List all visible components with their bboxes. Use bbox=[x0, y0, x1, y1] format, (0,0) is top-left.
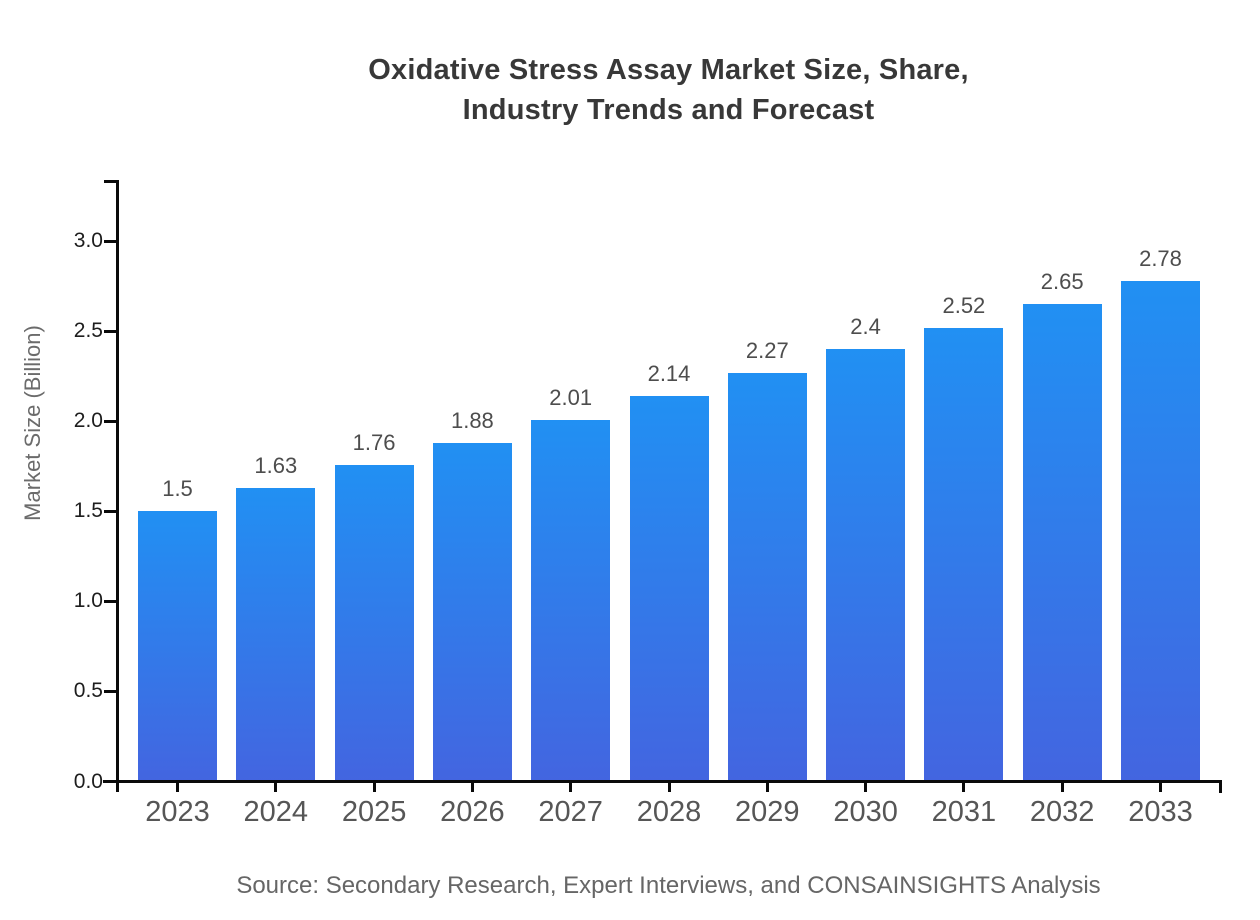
y-axis-tick bbox=[104, 329, 117, 333]
y-tick-label: 0.0 bbox=[73, 769, 103, 793]
y-axis-tick bbox=[104, 509, 117, 513]
x-tick-label: 2030 bbox=[833, 796, 898, 828]
bar-value-label: 2.14 bbox=[647, 361, 691, 387]
bar-2027 bbox=[531, 419, 611, 782]
bar-2031 bbox=[924, 327, 1004, 782]
bar-2028 bbox=[629, 396, 709, 782]
x-tick-label: 2032 bbox=[1029, 796, 1095, 828]
y-tick-label: 1.0 bbox=[73, 589, 103, 613]
bar-2029 bbox=[727, 372, 807, 782]
bar-value-label: 2.52 bbox=[942, 292, 986, 318]
x-tick-label: 2025 bbox=[341, 796, 407, 828]
bar-2033 bbox=[1121, 280, 1200, 782]
bar-value-label: 1.88 bbox=[450, 407, 494, 433]
x-tick-label: 2028 bbox=[636, 796, 702, 828]
x-axis-tick bbox=[569, 783, 573, 792]
y-axis-tick bbox=[104, 239, 117, 243]
y-tick-label: 1.5 bbox=[73, 499, 103, 523]
bar-value-label: 2.78 bbox=[1139, 245, 1182, 271]
bar-value-label: 2.65 bbox=[1040, 269, 1084, 295]
x-axis-tick bbox=[176, 783, 179, 792]
x-axis-tick bbox=[1159, 783, 1162, 792]
x-tick-label: 2023 bbox=[145, 796, 210, 828]
x-axis-tick bbox=[372, 783, 376, 792]
bar-value-label: 2.01 bbox=[549, 384, 593, 410]
chart-title-line-2: Industry Trends and Forecast bbox=[462, 94, 875, 126]
y-axis-tick bbox=[104, 599, 117, 603]
y-tick-label: 0.5 bbox=[73, 679, 103, 703]
bar-value-label: 2.27 bbox=[745, 337, 789, 363]
y-tick-label: 3.0 bbox=[73, 229, 103, 253]
chart-title: Oxidative Stress Assay Market Size, Shar… bbox=[117, 50, 1220, 130]
x-axis-tick bbox=[1060, 783, 1064, 792]
y-axis-tick bbox=[104, 689, 117, 693]
bar-2026 bbox=[432, 442, 512, 782]
x-axis-tick bbox=[470, 783, 474, 792]
x-tick-label: 2026 bbox=[440, 796, 505, 828]
bar-2030 bbox=[826, 349, 906, 782]
x-axis-tick bbox=[765, 783, 769, 792]
x-axis-tick bbox=[864, 783, 868, 792]
y-tick-label: 2.5 bbox=[73, 319, 103, 343]
bar-2032 bbox=[1022, 304, 1102, 782]
bar-value-label: 1.76 bbox=[352, 429, 396, 455]
x-tick-label: 2031 bbox=[931, 796, 997, 828]
x-tick-label: 2029 bbox=[735, 796, 800, 828]
bar-value-label: 1.63 bbox=[254, 452, 298, 478]
x-axis-tick bbox=[962, 783, 966, 792]
bar-2025 bbox=[334, 464, 414, 782]
plot-area: 0.0 0.5 1.0 1.5 2.0 2.5 3.0 1.5 2023 1.63 2024 1.76… bbox=[74, 180, 1222, 828]
bar-value-label: 1.5 bbox=[162, 476, 193, 502]
x-axis-line bbox=[103, 780, 1221, 783]
x-tick-label: 2027 bbox=[538, 796, 603, 828]
y-axis-tick bbox=[104, 419, 117, 423]
y-tick-label: 2.0 bbox=[73, 409, 103, 433]
bar-value-label: 2.4 bbox=[850, 314, 881, 340]
chart-title-line-1: Oxidative Stress Assay Market Size, Shar… bbox=[368, 54, 969, 86]
x-tick-label: 2024 bbox=[243, 796, 309, 828]
x-axis-origin-tick bbox=[115, 783, 119, 792]
x-tick-label: 2033 bbox=[1128, 796, 1193, 828]
y-axis-top-cap bbox=[104, 180, 117, 183]
y-axis-line bbox=[115, 180, 119, 783]
bar-2024 bbox=[236, 487, 316, 782]
x-axis-tick bbox=[667, 783, 671, 792]
x-axis-tick bbox=[274, 783, 278, 792]
x-axis-end-tick bbox=[1218, 780, 1222, 793]
bar-2023 bbox=[138, 511, 217, 782]
source-note: Source: Secondary Research, Expert Inter… bbox=[236, 872, 1101, 899]
